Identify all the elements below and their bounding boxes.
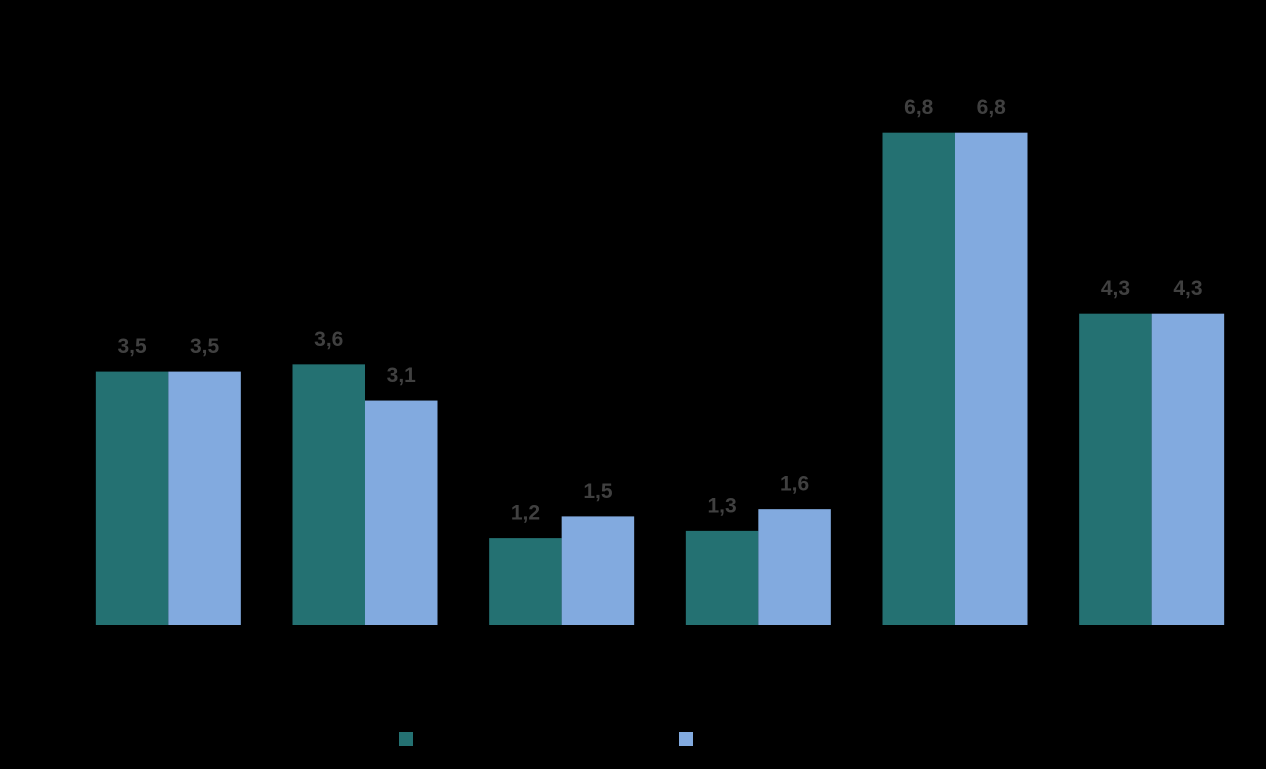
value-label: 3,1	[387, 364, 417, 387]
bar	[1151, 313, 1225, 625]
value-label: 6,8	[904, 96, 934, 119]
bar	[292, 364, 365, 625]
value-label: 1,2	[511, 502, 540, 525]
bar	[955, 132, 1028, 625]
value-label: 1,3	[707, 494, 736, 517]
legend-swatch	[399, 732, 413, 746]
bar	[365, 400, 438, 625]
value-label: 4,3	[1173, 277, 1202, 300]
value-label: 1,6	[780, 473, 809, 496]
bar	[489, 538, 562, 625]
value-label: 3,5	[117, 335, 147, 358]
bar	[758, 509, 831, 625]
bar	[1079, 313, 1152, 625]
value-label: 3,5	[190, 335, 220, 358]
value-label: 3,6	[314, 328, 343, 351]
value-label: 4,3	[1101, 277, 1130, 300]
bar	[882, 132, 955, 625]
legend-swatch	[679, 732, 693, 746]
bar	[95, 371, 169, 625]
bar	[685, 530, 759, 625]
value-label: 6,8	[977, 96, 1007, 119]
value-label: 1,5	[583, 480, 613, 503]
bar	[168, 371, 241, 625]
bar	[561, 516, 635, 625]
